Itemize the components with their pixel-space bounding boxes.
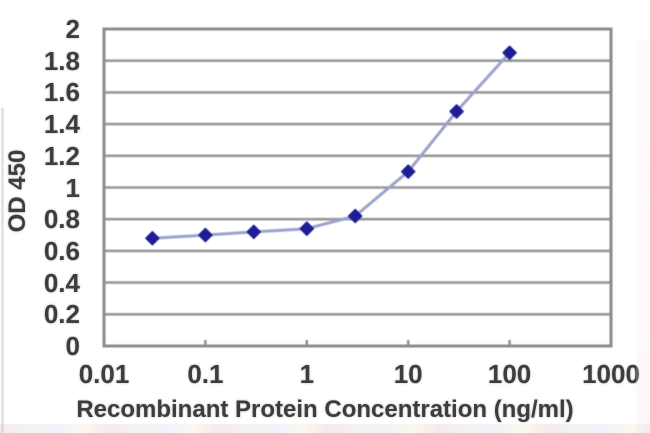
y-tick-label: 0.6 bbox=[43, 235, 80, 266]
y-tick-label: 0 bbox=[65, 331, 80, 361]
x-tick-label: 1 bbox=[299, 359, 315, 389]
data-point-marker bbox=[449, 104, 464, 119]
plot-border bbox=[102, 27, 613, 348]
y-tick-label: 2 bbox=[65, 14, 80, 44]
data-point-marker bbox=[347, 208, 363, 224]
y-axis-title: OD 450 bbox=[4, 149, 31, 233]
y-tick-label: 0.2 bbox=[43, 299, 80, 330]
jpeg-artifact-bottom-edge bbox=[0, 424, 650, 433]
jpeg-artifact-right-edge bbox=[636, 40, 650, 433]
y-tick-label: 1.6 bbox=[43, 77, 80, 108]
data-point-marker bbox=[246, 224, 262, 240]
y-tick-label: 1.2 bbox=[43, 140, 80, 171]
data-point-marker bbox=[299, 221, 315, 236]
jpeg-artifact-left-edge bbox=[1, 108, 4, 433]
series-line bbox=[152, 51, 511, 240]
data-point-marker bbox=[198, 227, 213, 243]
data-point-marker bbox=[400, 164, 416, 179]
data-point-marker bbox=[502, 45, 517, 61]
y-tick-label: 0.8 bbox=[43, 204, 80, 235]
x-tick-label: 1000 bbox=[582, 359, 640, 389]
y-tick-label: 1.8 bbox=[43, 45, 80, 76]
y-tick-label: 0.4 bbox=[43, 267, 80, 298]
data-point-marker bbox=[145, 230, 160, 246]
x-tick-label: 0.01 bbox=[78, 359, 130, 389]
y-tick-label: 1 bbox=[65, 172, 80, 203]
x-tick-label: 0.1 bbox=[187, 359, 224, 389]
x-tick-label: 100 bbox=[487, 359, 532, 389]
y-tick-label: 1.4 bbox=[43, 109, 80, 140]
x-tick-label: 10 bbox=[393, 359, 423, 389]
x-axis-title: Recombinant Protein Concentration (ng/ml… bbox=[76, 396, 574, 423]
